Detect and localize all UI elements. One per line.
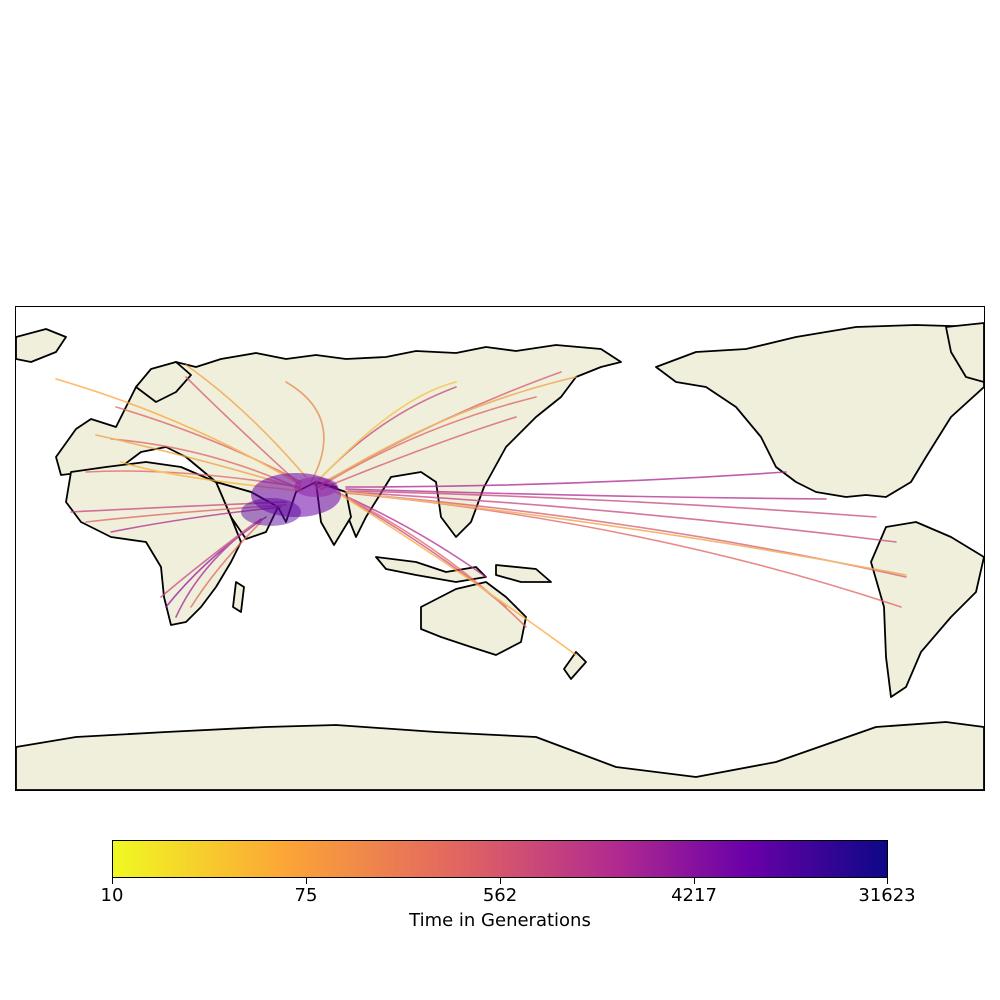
colorbar-tick-label: 562 xyxy=(482,885,518,906)
eurasia-landmass xyxy=(55,344,622,538)
colorbar-tick-label: 75 xyxy=(294,885,318,906)
new-guinea xyxy=(495,564,552,583)
scandinavia xyxy=(135,361,192,403)
north-america xyxy=(655,324,984,498)
map-panel xyxy=(15,306,985,791)
africa-landmass xyxy=(65,461,242,626)
colorbar-tick xyxy=(694,878,695,884)
west-europe-edge xyxy=(16,328,67,363)
colorbar-tick xyxy=(306,878,307,884)
new-zealand xyxy=(563,651,587,680)
colorbar-tick-label: 10 xyxy=(100,885,124,906)
madagascar xyxy=(232,581,245,613)
route-hub xyxy=(241,473,341,526)
colorbar-tick xyxy=(887,878,888,884)
world-map xyxy=(16,322,984,790)
south-america xyxy=(870,521,984,698)
migration-routes xyxy=(55,364,907,656)
colorbar xyxy=(112,840,888,878)
greenland xyxy=(945,322,984,383)
colorbar-tick xyxy=(112,878,113,884)
colorbar-tick xyxy=(500,878,501,884)
colorbar-label: Time in Generations xyxy=(409,910,591,931)
land-masses xyxy=(16,322,984,790)
australia xyxy=(420,581,527,656)
antarctica xyxy=(16,721,984,790)
colorbar-tick-label: 4217 xyxy=(671,885,717,906)
colorbar-tick-label: 31623 xyxy=(858,885,916,906)
